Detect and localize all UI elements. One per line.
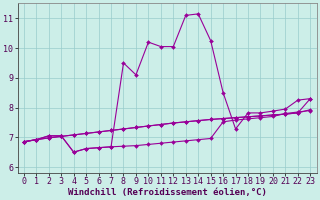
- X-axis label: Windchill (Refroidissement éolien,°C): Windchill (Refroidissement éolien,°C): [68, 188, 267, 197]
